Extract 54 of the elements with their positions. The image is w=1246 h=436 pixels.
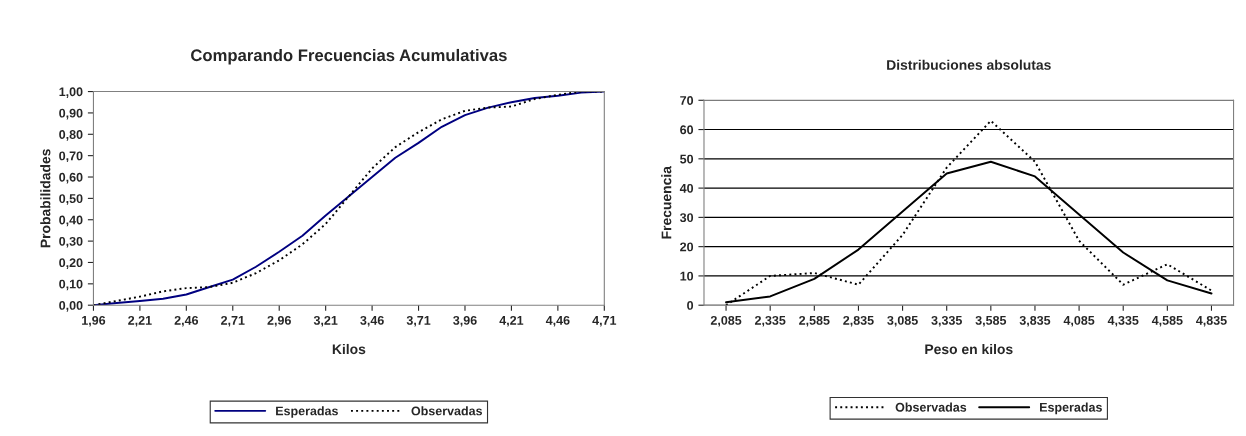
x-tick-label: 3,71 xyxy=(406,315,431,327)
x-tick-label: 4,46 xyxy=(545,315,570,327)
line-series xyxy=(93,91,605,306)
x-tick-label: 2,96 xyxy=(267,315,291,327)
y-tick-label: 20 xyxy=(680,242,694,252)
y-tick-label: 0 xyxy=(687,301,694,310)
y-tick-label: 60 xyxy=(680,125,694,135)
y-tick-label: 0,40 xyxy=(59,215,83,227)
legend-label: Esperadas xyxy=(1040,402,1102,415)
y-tick-label: 0,30 xyxy=(59,236,83,248)
x-tick-label: 4,335 xyxy=(1107,315,1139,327)
y-tick-label: 70 xyxy=(680,96,694,105)
chart-title: Comparando Frecuencias Acumulativas xyxy=(191,48,507,65)
legend-label: Observadas xyxy=(895,402,967,412)
x-tick-label: 3,96 xyxy=(453,315,477,327)
x-tick-label: 4,085 xyxy=(1063,315,1095,327)
x-tick-label: 4,71 xyxy=(592,316,617,327)
x-tick-label: 4,585 xyxy=(1151,315,1183,327)
y-tick-label: 40 xyxy=(679,183,694,193)
y-tick-label: 0,00 xyxy=(59,301,83,312)
x-tick-label: 4,21 xyxy=(499,315,524,327)
y-tick-label: 0,80 xyxy=(59,130,83,141)
y-axis-title: Frecuencia xyxy=(661,165,672,239)
chart-title: Distribuciones absolutas xyxy=(887,59,1051,70)
legend-label: Observadas xyxy=(411,406,483,416)
y-axis-title: Probabilidades xyxy=(40,149,51,248)
y-tick-label: 0,90 xyxy=(59,108,83,120)
y-tick-label: 0,60 xyxy=(59,172,83,184)
y-tick-label: 0,70 xyxy=(59,151,83,163)
x-tick-label: 4,835 xyxy=(1196,315,1227,327)
legend-label: Esperadas xyxy=(276,406,338,418)
x-tick-label: 2,335 xyxy=(754,315,786,327)
y-tick-label: 50 xyxy=(680,154,694,164)
x-axis-title: Peso en kilos xyxy=(925,343,1013,355)
y-tick-label: 30 xyxy=(679,213,694,223)
x-tick-label: 1,96 xyxy=(82,315,106,327)
x-tick-label: 3,585 xyxy=(975,315,1007,327)
x-tick-label: 3,335 xyxy=(931,315,962,327)
y-tick-label: 0,10 xyxy=(59,279,83,291)
x-tick-label: 3,835 xyxy=(1019,315,1051,327)
y-tick-label: 1,00 xyxy=(59,87,83,99)
y-tick-label: 0,20 xyxy=(59,258,83,269)
x-tick-label: 2,46 xyxy=(174,315,199,327)
y-tick-label: 10 xyxy=(680,271,694,281)
x-axis-title: Kilos xyxy=(332,343,366,355)
x-tick-label: 3,085 xyxy=(887,315,918,327)
x-tick-label: 3,21 xyxy=(313,315,338,327)
y-tick-label: 0,50 xyxy=(59,194,83,205)
x-tick-label: 2,835 xyxy=(843,315,874,327)
x-tick-label: 2,085 xyxy=(710,315,742,327)
x-tick-label: 2,21 xyxy=(128,315,152,327)
x-tick-label: 2,585 xyxy=(799,315,830,327)
x-tick-label: 2,71 xyxy=(221,315,245,327)
x-tick-label: 3,46 xyxy=(360,315,384,327)
